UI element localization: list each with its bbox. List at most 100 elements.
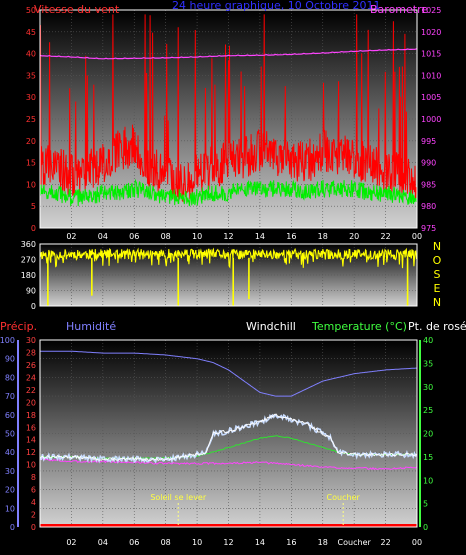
wind-y-tick-label: 45 [26, 28, 36, 37]
precip-tick-label: 16 [26, 423, 36, 432]
precip-tick-label: 28 [26, 348, 36, 357]
compass-label: S [434, 268, 441, 281]
temperature-tick-label: 0 [423, 523, 428, 532]
pressure-line [39, 48, 418, 60]
wind-x-tick-label: 20 [349, 232, 359, 241]
compass-label: O [433, 254, 442, 267]
wind-series [39, 14, 418, 207]
precip-tick-label: 22 [26, 386, 36, 395]
pressure-y-tick-label: 1020 [421, 28, 441, 37]
wind-average-line [39, 178, 418, 207]
windchill-line [39, 413, 418, 462]
temperature-tick-label: 25 [423, 406, 433, 415]
direction-y-tick-label: 180 [21, 271, 36, 280]
precip-tick-label: 14 [26, 436, 36, 445]
wind-direction-trace [39, 247, 418, 269]
temp-x-tick-label: 10 [192, 538, 202, 547]
compass-label: N [433, 240, 441, 253]
wind-pressure-chart: 0510152025303540455097598098599099510001… [26, 0, 442, 241]
wind-x-tick-label: 16 [286, 232, 296, 241]
precipitation-trend-line [39, 458, 418, 471]
pressure-y-tick-label: 1025 [421, 6, 441, 15]
humidity-tick-label: 70 [5, 392, 15, 401]
windchill-axis-title: Windchill [246, 320, 296, 333]
precip-tick-label: 20 [26, 398, 36, 407]
humidity-tick-label: 80 [5, 373, 15, 382]
direction-series [39, 247, 418, 306]
pressure-y-tick-label: 975 [421, 224, 436, 233]
wind-tick-labels: 0510152025303540455097598098599099510001… [26, 6, 442, 241]
wind-y-tick-label: 5 [31, 202, 36, 211]
temp-plot-frame [39, 339, 418, 528]
wind-x-tick-label: 18 [318, 232, 328, 241]
precip-tick-label: 30 [26, 336, 36, 345]
precip-tick-label: 2 [31, 511, 36, 520]
pressure-y-tick-label: 990 [421, 159, 436, 168]
humidity-tick-label: 20 [5, 486, 15, 495]
pressure-y-tick-label: 985 [421, 180, 436, 189]
wind-y-tick-label: 10 [26, 180, 36, 189]
wind-y-tick-label: 20 [26, 137, 36, 146]
wind-x-tick-label: 22 [380, 232, 390, 241]
temperature-tick-label: 30 [423, 383, 433, 392]
wind-y-tick-label: 15 [26, 159, 36, 168]
temp-x-tick-label: 08 [161, 538, 171, 547]
wind-y-tick-label: 25 [26, 115, 36, 124]
wind-x-tick-label: 00 [412, 232, 422, 241]
humidity-tick-label: 90 [5, 355, 15, 364]
precip-tick-label: 10 [26, 461, 36, 470]
temp-x-tick-label: 18 [318, 538, 328, 547]
temperature-tick-label: 5 [423, 500, 428, 509]
wind-x-tick-label: 10 [192, 232, 202, 241]
direction-y-tick-label: 90 [26, 287, 36, 296]
pressure-y-tick-label: 1015 [421, 50, 441, 59]
barometer-axis-title: Barometre [370, 3, 428, 16]
wind-x-tick-label: 06 [129, 232, 139, 241]
temp-tick-labels: 0102030405060708090100024681012141618202… [0, 336, 433, 547]
humidity-tick-label: 30 [5, 467, 15, 476]
precip-tick-label: 12 [26, 448, 36, 457]
temp-x-tick-label: 16 [286, 538, 296, 547]
humidity-tick-label: 60 [5, 411, 15, 420]
wind-gust-line [39, 14, 418, 203]
temperature-axis-title: Temperature (°C) [311, 320, 407, 333]
pressure-y-tick-label: 1005 [421, 93, 441, 102]
sun-annotations: Soleil se lever Coucher [150, 493, 360, 527]
temp-x-tick-label: Coucher [338, 538, 372, 547]
wind-x-tick-label: 04 [98, 232, 108, 241]
temp-x-tick-label: 02 [66, 538, 76, 547]
humidity-axis-title: Humidité [66, 320, 116, 333]
humidity-tick-label: 10 [5, 504, 15, 513]
direction-y-tick-label: 360 [21, 240, 36, 249]
wind-x-tick-label: 08 [161, 232, 171, 241]
temperature-tick-label: 20 [423, 430, 433, 439]
precip-tick-label: 8 [31, 473, 36, 482]
wind-y-tick-label: 30 [26, 93, 36, 102]
humidity-tick-label: 50 [5, 430, 15, 439]
wind-y-tick-label: 0 [31, 224, 36, 233]
wind-x-tick-label: 12 [223, 232, 233, 241]
temp-x-tick-label: 00 [412, 538, 422, 547]
temperature-tick-label: 10 [423, 476, 433, 485]
pressure-y-tick-label: 980 [421, 202, 436, 211]
compass-label: E [434, 282, 441, 295]
wind-grid [40, 9, 418, 229]
wind-x-tick-label: 14 [255, 232, 265, 241]
temp-x-tick-label: 12 [223, 538, 233, 547]
humidity-tick-label: 100 [0, 336, 15, 345]
compass-label: N [433, 296, 441, 309]
temp-x-tick-label: 22 [380, 538, 390, 547]
precip-tick-label: 18 [26, 411, 36, 420]
pressure-y-tick-label: 995 [421, 137, 436, 146]
wind-plot-frame [39, 9, 418, 229]
temperature-tick-label: 40 [423, 336, 433, 345]
wind-y-tick-label: 50 [26, 6, 36, 15]
wind-y-tick-label: 35 [26, 71, 36, 80]
wind-y-tick-label: 40 [26, 50, 36, 59]
direction-plot-frame [39, 243, 418, 307]
temp-x-tick-label: 14 [255, 538, 265, 547]
temp-x-tick-label: 04 [98, 538, 108, 547]
